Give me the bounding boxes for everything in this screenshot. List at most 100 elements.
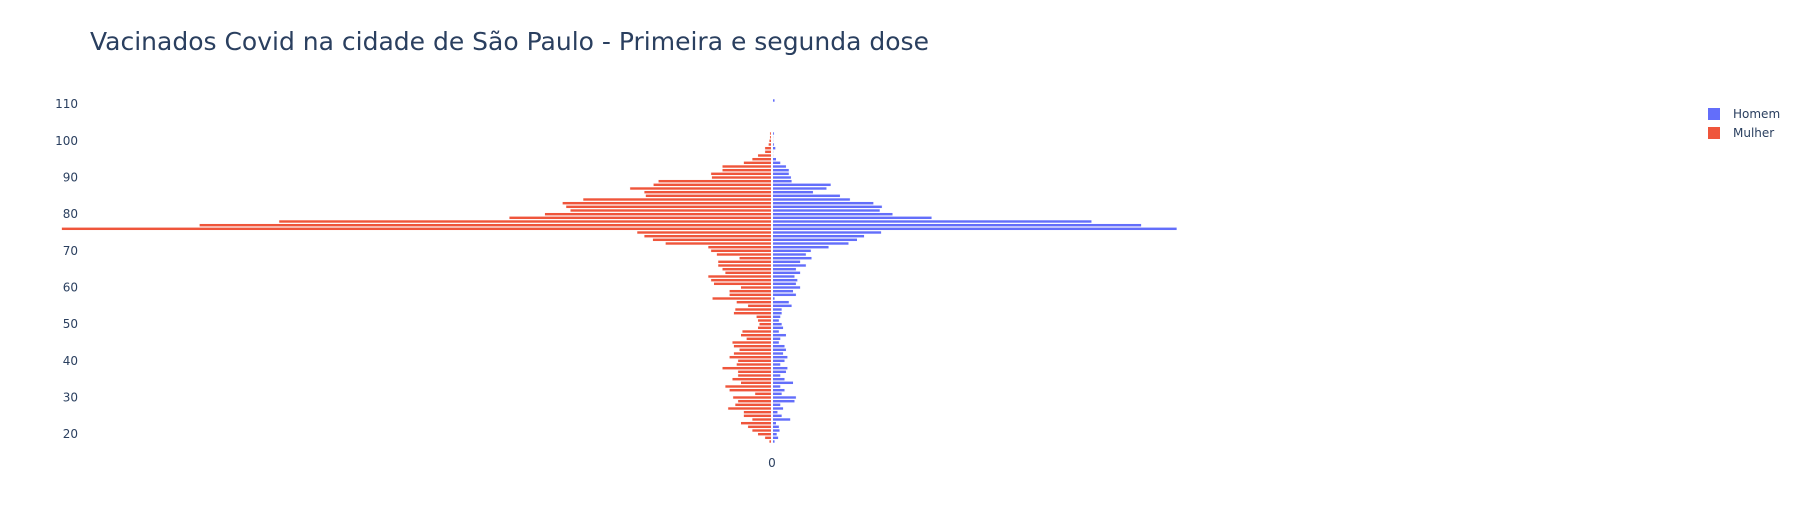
legend-label-homem[interactable]: Homem [1733, 107, 1780, 121]
bar-homem-83[interactable] [771, 201, 874, 205]
bar-mulher-28[interactable] [734, 403, 773, 407]
bar-mulher-38[interactable] [722, 366, 773, 370]
bar-mulher-47[interactable] [740, 333, 773, 337]
bar-mulher-37[interactable] [737, 370, 773, 374]
bar-mulher-53[interactable] [733, 311, 773, 315]
bar-homem-81[interactable] [771, 208, 881, 213]
bar-mulher-93[interactable] [722, 164, 773, 169]
bar-homem-36[interactable] [771, 373, 781, 378]
bar-mulher-85[interactable] [645, 194, 773, 198]
bar-homem-53[interactable] [771, 311, 783, 315]
bar-homem-21[interactable] [771, 428, 781, 433]
bar-mulher-87[interactable] [629, 186, 773, 191]
bar-mulher-57[interactable] [712, 296, 773, 301]
bar-mulher-59[interactable] [729, 289, 773, 293]
bar-mulher-90[interactable] [711, 175, 773, 180]
bar-homem-65[interactable] [771, 267, 797, 271]
bar-homem-59[interactable] [771, 289, 794, 293]
bar-mulher-48[interactable] [741, 329, 773, 334]
bar-homem-69[interactable] [771, 252, 807, 257]
bar-mulher-88[interactable] [653, 183, 773, 187]
bar-mulher-21[interactable] [751, 428, 773, 433]
legend[interactable]: Homem Mulher [1708, 107, 1780, 140]
bar-homem-34[interactable] [771, 381, 794, 385]
bar-homem-85[interactable] [771, 194, 841, 198]
bar-homem-64[interactable] [771, 271, 801, 275]
bar-mulher-71[interactable] [707, 245, 773, 249]
bar-homem-49[interactable] [771, 326, 784, 330]
bar-mulher-81[interactable] [569, 208, 773, 213]
bar-mulher-60[interactable] [740, 285, 773, 290]
bar-homem-33[interactable] [771, 384, 781, 389]
bar-homem-31[interactable] [771, 392, 783, 396]
bar-homem-88[interactable] [771, 183, 832, 187]
bar-mulher-86[interactable] [643, 190, 773, 194]
bar-mulher-77[interactable] [199, 223, 773, 227]
bar-mulher-33[interactable] [724, 384, 773, 389]
bar-mulher-49[interactable] [757, 326, 773, 330]
bar-homem-91[interactable] [771, 172, 790, 176]
bar-mulher-89[interactable] [658, 179, 773, 183]
bar-mulher-44[interactable] [733, 344, 773, 348]
bar-mulher-46[interactable] [746, 337, 773, 341]
bar-mulher-20[interactable] [757, 432, 773, 436]
bar-homem-93[interactable] [771, 164, 787, 169]
bar-homem-79[interactable] [771, 216, 933, 220]
bar-mulher-73[interactable] [652, 238, 773, 242]
bar-mulher-94[interactable] [743, 161, 773, 165]
bar-homem-30[interactable] [771, 395, 797, 400]
bar-mulher-30[interactable] [732, 395, 773, 400]
bar-mulher-32[interactable] [729, 388, 773, 392]
bar-homem-94[interactable] [771, 161, 781, 165]
legend-label-mulher[interactable]: Mulher [1733, 126, 1774, 140]
bar-homem-87[interactable] [771, 186, 827, 191]
bar-homem-56[interactable] [771, 300, 790, 304]
bar-mulher-50[interactable] [758, 322, 773, 326]
bar-mulher-70[interactable] [710, 249, 773, 253]
bar-mulher-41[interactable] [729, 355, 773, 359]
bar-homem-73[interactable] [771, 238, 858, 242]
bar-mulher-35[interactable] [731, 377, 773, 381]
bar-homem-43[interactable] [771, 348, 787, 352]
bar-homem-51[interactable] [771, 318, 780, 323]
bar-mulher-74[interactable] [643, 234, 773, 238]
bar-homem-52[interactable] [771, 315, 781, 319]
bar-homem-39[interactable] [771, 362, 781, 367]
bar-mulher-65[interactable] [722, 267, 773, 271]
bar-homem-25[interactable] [771, 414, 783, 418]
bar-mulher-45[interactable] [731, 340, 773, 345]
bar-homem-76[interactable] [771, 227, 1178, 231]
bar-mulher-52[interactable] [756, 315, 773, 319]
bar-homem-54[interactable] [771, 307, 783, 312]
bar-homem-32[interactable] [771, 388, 786, 392]
bar-homem-24[interactable] [771, 417, 791, 422]
bar-mulher-24[interactable] [751, 417, 773, 422]
bar-homem-74[interactable] [771, 234, 865, 238]
bar-homem-84[interactable] [771, 197, 851, 202]
legend-swatch-mulher[interactable] [1708, 127, 1720, 139]
bar-homem-68[interactable] [771, 256, 813, 260]
bar-mulher-92[interactable] [722, 168, 773, 172]
bar-mulher-95[interactable] [751, 157, 773, 161]
bar-homem-66[interactable] [771, 263, 807, 268]
bar-mulher-63[interactable] [707, 274, 773, 279]
bar-homem-44[interactable] [771, 344, 786, 348]
bar-mulher-72[interactable] [665, 241, 773, 246]
bar-homem-78[interactable] [771, 219, 1092, 224]
bar-homem-28[interactable] [771, 403, 781, 407]
bar-homem-62[interactable] [771, 278, 798, 282]
bar-mulher-54[interactable] [734, 307, 773, 312]
bar-homem-37[interactable] [771, 370, 787, 374]
bar-homem-89[interactable] [771, 179, 793, 183]
bar-mulher-78[interactable] [278, 219, 773, 224]
bar-homem-41[interactable] [771, 355, 788, 359]
bar-mulher-25[interactable] [743, 414, 773, 418]
bar-homem-45[interactable] [771, 340, 780, 345]
bar-mulher-83[interactable] [562, 201, 773, 205]
bar-homem-47[interactable] [771, 333, 787, 337]
bar-homem-75[interactable] [771, 230, 882, 235]
bar-mulher-82[interactable] [565, 205, 773, 209]
bar-homem-90[interactable] [771, 175, 792, 180]
bar-homem-80[interactable] [771, 212, 894, 216]
bar-homem-42[interactable] [771, 351, 784, 356]
